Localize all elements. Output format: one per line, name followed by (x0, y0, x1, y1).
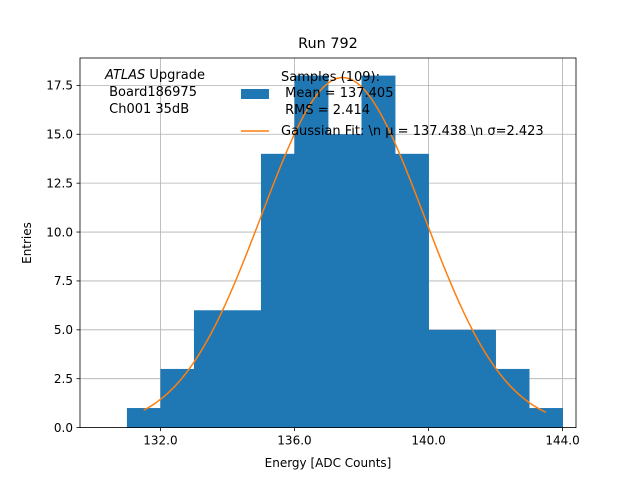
histogram-bar (126, 408, 161, 428)
y-axis-ticks: 0.0 2.5 5.0 7.5 10.0 12.5 15.0 17.5 (46, 79, 80, 435)
atlas-annotation: ATLAS Upgrade Board186975 Ch001 35dB (104, 68, 205, 117)
annotation-upgrade: Upgrade (145, 68, 205, 83)
histogram-bar (193, 310, 228, 428)
annotation-atlas: ATLAS (104, 68, 145, 83)
x-tick-label: 140.0 (411, 434, 445, 448)
legend: Samples (109): Mean = 137.405 RMS = 2.41… (241, 70, 544, 139)
legend-samples-line-1: Samples (109): (281, 70, 380, 85)
histogram-bar (260, 153, 295, 428)
x-axis-label: Energy [ADC Counts] (265, 456, 392, 470)
y-tick-label: 0.0 (54, 421, 73, 435)
y-tick-label: 15.0 (46, 128, 73, 142)
plot-frame (79, 57, 577, 429)
x-tick-label: 132.0 (143, 434, 177, 448)
legend-samples-line-2: Mean = 137.405 (281, 86, 393, 101)
histogram-bar (294, 75, 329, 428)
y-tick-label: 10.0 (46, 225, 73, 239)
y-tick-label: 5.0 (54, 323, 73, 337)
histogram-bar (428, 329, 463, 428)
histogram-bar (328, 134, 362, 428)
annotation-line-1: ATLAS Upgrade (104, 68, 205, 83)
chart-title: Run 792 (298, 36, 358, 52)
y-tick-label: 7.5 (54, 274, 73, 288)
histogram-bars (126, 75, 563, 428)
x-axis-ticks: 132.0 136.0 140.0 144.0 (143, 427, 580, 448)
x-tick-label: 136.0 (277, 434, 311, 448)
y-tick-label: 17.5 (46, 79, 73, 93)
histogram-bar (395, 153, 429, 428)
legend-samples-line-3: RMS = 2.414 (281, 103, 370, 118)
y-tick-label: 2.5 (54, 372, 73, 386)
histogram-bar (160, 368, 195, 428)
legend-samples-swatch (241, 89, 269, 99)
x-tick-label: 144.0 (545, 434, 579, 448)
histogram-bar (227, 310, 262, 428)
histogram-bar (361, 75, 396, 428)
annotation-board: Board186975 (105, 85, 197, 100)
gaussian-fit-curve (143, 76, 547, 413)
legend-fit-label: Gaussian Fit: \n μ = 137.438 \n σ=2.423 (281, 124, 544, 139)
histogram-bar (529, 408, 563, 428)
annotation-channel: Ch001 35dB (105, 102, 189, 117)
histogram-bar (462, 329, 496, 428)
y-tick-label: 12.5 (46, 176, 73, 190)
y-axis-label: Entries (20, 222, 34, 264)
